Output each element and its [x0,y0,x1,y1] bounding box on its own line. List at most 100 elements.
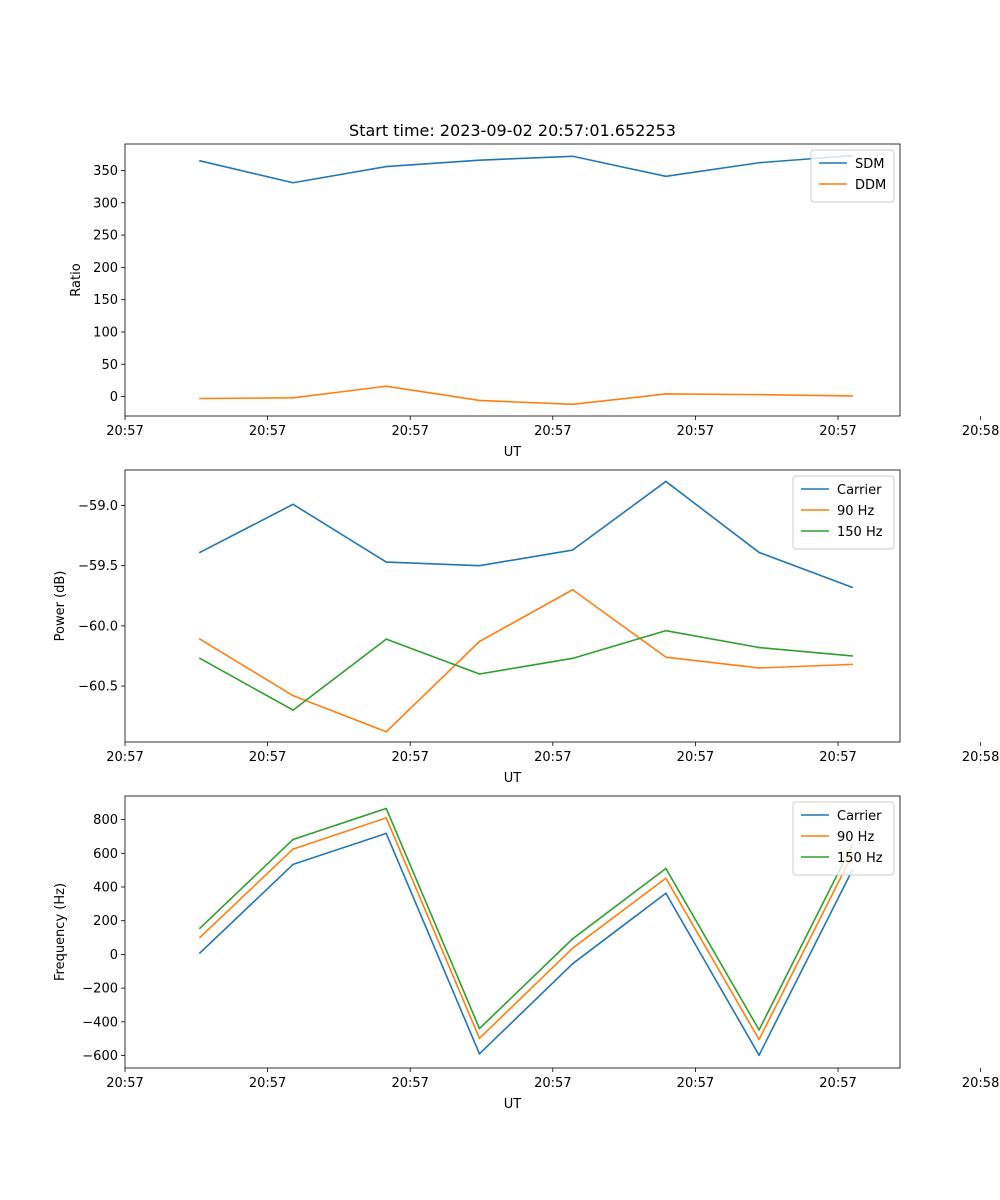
frequency-point-90-hz-1 [292,848,294,850]
frequency-y-tick-label: −600 [82,1049,118,1064]
power-legend: Carrier 90 Hz 150 Hz [792,475,895,550]
power-point-150-hz-1 [292,709,294,711]
ratio-point-ddm-0 [199,397,201,400]
ratio-point-ddm-5 [665,393,667,395]
power-y-tick-label: −60.0 [78,619,118,634]
power-x-tick-label: 20:57 [534,750,571,765]
frequency-x-tick-label: 20:57 [534,1076,571,1091]
power-point-150-hz-4 [571,657,574,660]
power-y-axis-label: Power (dB) [53,571,68,642]
frequency-axes-frame [124,795,901,1069]
frequency-x-tick-label: 20:57 [249,1076,286,1091]
ratio-point-sdm-4 [571,155,574,158]
frequency-y-tick-label: 800 [93,813,118,828]
power-x-tick-label: 20:57 [249,750,286,765]
power-point-carrier-0 [199,551,201,554]
ratio-y-tick-label: 300 [93,196,118,211]
power-y-tick-label: −60.5 [78,680,118,695]
ratio-point-ddm-6 [758,393,760,396]
ratio-panel: 20:57 20:57 20:57 20:57 20:57 20:57 20:58 0 50 10… [69,143,999,460]
frequency-point-carrier-5 [665,892,667,895]
frequency-point-150-hz-3 [478,1027,481,1030]
power-point-carrier-7 [851,586,854,589]
ratio-point-ddm-1 [292,397,294,399]
ratio-x-tick-label: 20:57 [249,424,286,439]
power-point-carrier-6 [758,551,760,554]
power-point-carrier-5 [665,480,667,483]
frequency-x-tick-label: 20:57 [819,1076,856,1091]
power-point-carrier-2 [385,561,388,563]
ratio-legend-label: DDM [855,178,886,193]
ratio-point-sdm-3 [478,159,481,161]
frequency-y-axis-label: Frequency (Hz) [53,883,68,981]
power-point-90-hz-2 [385,730,388,733]
frequency-series-carrier [199,832,853,1056]
ratio-series-sdm [199,154,853,184]
frequency-point-carrier-4 [571,962,574,965]
ratio-x-tick-label: 20:57 [106,424,143,439]
frequency-point-90-hz-6 [758,1038,760,1041]
frequency-x-tick-label: 20:57 [391,1076,428,1091]
power-series-carrier [199,480,853,589]
frequency-point-150-hz-0 [199,927,201,930]
power-point-90-hz-5 [665,656,667,658]
power-x-axis-label: UT [504,771,522,786]
power-x-tick-label: 20:57 [391,750,428,765]
ratio-x-axis-label: UT [504,445,522,460]
ratio-legend-label: SDM [855,157,884,172]
ratio-point-sdm-5 [665,175,667,178]
ratio-x-tick-label: 20:57 [391,424,428,439]
ratio-point-sdm-2 [385,165,388,168]
power-point-150-hz-0 [199,657,201,660]
power-point-90-hz-1 [292,694,294,697]
ratio-y-tick-label: 250 [93,229,118,244]
ratio-point-sdm-1 [292,181,294,184]
ratio-y-axis-label: Ratio [69,263,84,296]
power-y-tick-label: −59.5 [78,559,118,574]
ratio-legend: SDM DDM [810,149,895,203]
frequency-point-150-hz-5 [665,867,667,870]
frequency-point-90-hz-5 [665,877,667,880]
frequency-point-90-hz-2 [385,817,388,819]
power-x-tick-label: 20:57 [819,750,856,765]
frequency-point-carrier-2 [385,832,388,835]
frequency-legend-label: 150 Hz [837,851,883,866]
power-point-150-hz-5 [665,629,667,632]
power-legend-label: Carrier [837,483,882,498]
ratio-x-tick-label: 20:57 [677,424,714,439]
frequency-legend-label: Carrier [837,809,882,824]
ratio-x-tick-label: 20:57 [534,424,571,439]
frequency-x-tick-label: 20:57 [106,1076,143,1091]
frequency-point-carrier-0 [199,952,201,954]
power-x-tick-label: 20:58 [962,750,999,765]
power-point-carrier-1 [292,503,294,506]
ratio-y-tick-label: 100 [93,325,118,340]
power-point-150-hz-2 [385,638,388,640]
frequency-y-tick-label: −400 [82,1015,118,1030]
power-point-150-hz-6 [758,646,760,649]
power-point-90-hz-7 [851,663,854,666]
frequency-x-axis-label: UT [504,1097,522,1112]
ratio-y-tick-label: 0 [110,390,118,405]
ratio-y-tick-label: 350 [93,164,118,179]
frequency-point-carrier-1 [292,863,294,866]
frequency-y-tick-label: 400 [93,881,118,896]
ratio-point-ddm-7 [851,395,854,397]
power-point-90-hz-3 [478,640,481,643]
frequency-point-carrier-6 [758,1054,760,1056]
frequency-point-150-hz-4 [571,937,574,940]
power-x-tick-label: 20:57 [677,750,714,765]
power-point-150-hz-3 [478,673,481,675]
power-y-tick-label: −59.0 [78,499,118,514]
frequency-legend: Carrier 90 Hz 150 Hz [792,801,895,876]
frequency-x-tick-label: 20:58 [962,1076,999,1091]
ratio-x-tick-label: 20:57 [819,424,856,439]
power-point-carrier-4 [571,549,574,551]
frequency-y-tick-label: 200 [93,914,118,929]
power-point-90-hz-6 [758,667,760,669]
power-point-carrier-3 [478,564,481,567]
frequency-point-150-hz-6 [758,1029,760,1031]
ratio-y-tick-label: 200 [93,261,118,276]
figure-title: Start time: 2023-09-02 20:57:01.652253 [349,121,676,140]
frequency-point-90-hz-4 [571,947,574,949]
